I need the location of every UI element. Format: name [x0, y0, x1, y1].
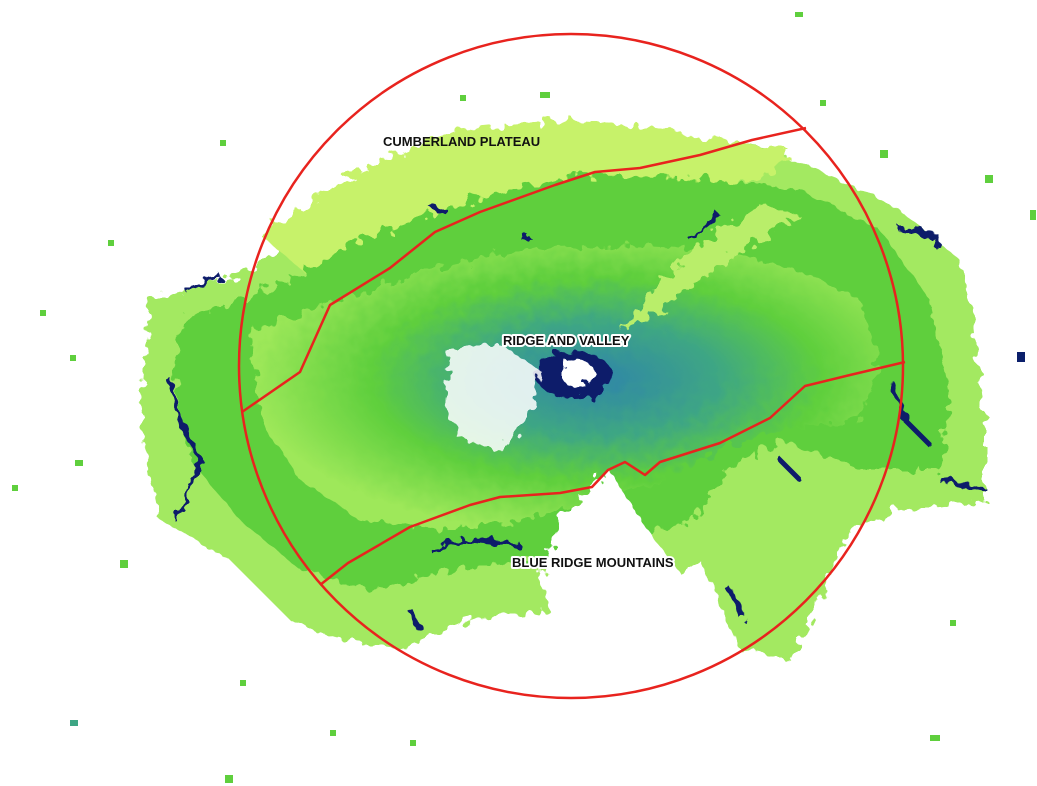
echo-dark-fringe-west — [167, 272, 221, 522]
radar-site-void — [560, 362, 596, 386]
region-boundaries — [237, 32, 906, 700]
label-blue-ridge-mountains-halo: BLUE RIDGE MOUNTAINS — [512, 555, 674, 570]
label-ridge-and-valley-halo: RIDGE AND VALLEY — [503, 333, 630, 348]
radar-range-ring — [237, 32, 905, 700]
label-cumberland-plateau: CUMBERLAND PLATEAU — [383, 134, 540, 149]
echo-dark-fringe-north — [428, 202, 722, 243]
boundary-cumberland-ridge — [241, 126, 807, 414]
boundary-ridge-blueridge — [319, 360, 906, 586]
echo-dark-fringe-east — [778, 227, 986, 493]
region-labels: CUMBERLAND PLATEAU RIDGE AND VALLEY RIDG… — [383, 134, 676, 572]
echo-clutter-void — [445, 345, 540, 450]
echo-dark-fringe-south — [407, 537, 748, 632]
echo-void-south — [540, 470, 730, 690]
scattered-echo-pixels — [12, 12, 1036, 783]
label-blue-ridge-mountains: BLUE RIDGE MOUNTAINS — [512, 555, 674, 570]
label-ridge-and-valley: RIDGE AND VALLEY — [503, 333, 630, 348]
echo-beam-wedge — [620, 205, 800, 330]
radar-echo-field — [140, 120, 986, 690]
